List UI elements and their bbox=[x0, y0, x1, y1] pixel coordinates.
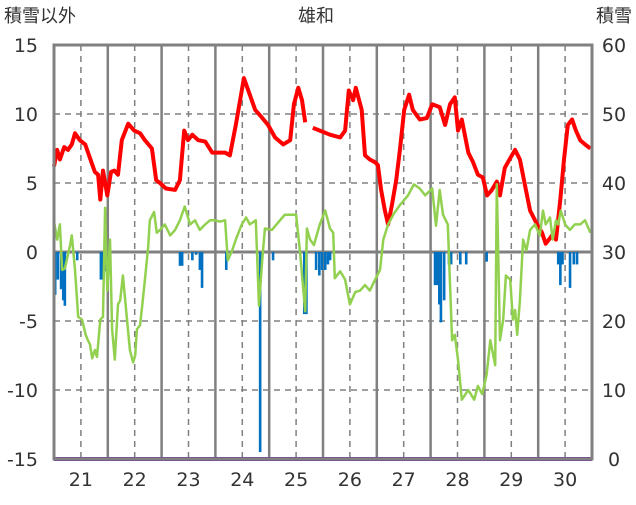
blue-bar bbox=[433, 252, 437, 286]
y-left-tick-label: 10 bbox=[14, 104, 38, 126]
y-right-tick-label: 10 bbox=[602, 380, 626, 402]
blue-bar bbox=[56, 252, 60, 280]
right-axis-label: 積雪 bbox=[596, 6, 632, 27]
blue-bar bbox=[449, 252, 453, 265]
chart-title: 雄和 bbox=[298, 6, 334, 27]
blue-bar bbox=[314, 252, 318, 270]
blue-bar bbox=[575, 252, 579, 265]
blue-bar bbox=[485, 252, 488, 262]
x-tick-label: 28 bbox=[445, 469, 469, 491]
y-left-tick-label: -10 bbox=[7, 380, 38, 402]
left-axis-label: 積雪以外 bbox=[4, 6, 76, 27]
y-left-tick-label: -5 bbox=[19, 311, 38, 333]
blue-bar bbox=[561, 252, 564, 265]
blue-bar bbox=[326, 252, 330, 265]
blue-bar bbox=[439, 252, 443, 323]
green-series-line bbox=[52, 183, 592, 401]
x-tick-label: 26 bbox=[338, 469, 362, 491]
x-tick-label: 24 bbox=[230, 469, 254, 491]
x-tick-label: 23 bbox=[176, 469, 200, 491]
blue-bar bbox=[198, 252, 202, 270]
blue-bar bbox=[75, 252, 79, 261]
y-right-tick-label: 40 bbox=[602, 173, 626, 195]
blue-bar bbox=[61, 252, 65, 301]
y-left-tick-label: 15 bbox=[14, 35, 38, 57]
y-right-tick-label: 50 bbox=[602, 104, 626, 126]
y-right-tick-label: 20 bbox=[602, 311, 626, 333]
x-tick-label: 29 bbox=[499, 469, 523, 491]
y-right-tick-label: 60 bbox=[602, 35, 626, 57]
blue-bar bbox=[572, 252, 576, 265]
blue-bar bbox=[191, 252, 194, 261]
y-right-tick-label: 30 bbox=[602, 242, 626, 264]
blue-bar bbox=[320, 252, 324, 270]
blue-bar bbox=[271, 252, 275, 261]
blue-bar bbox=[178, 252, 182, 266]
x-tick-label: 22 bbox=[123, 469, 147, 491]
y-left-tick-label: -15 bbox=[7, 449, 38, 471]
y-right-tick-label: 0 bbox=[608, 449, 620, 471]
blue-bar bbox=[559, 252, 562, 286]
blue-bar bbox=[258, 252, 262, 453]
blue-bar bbox=[224, 252, 228, 270]
blue-bar bbox=[180, 252, 184, 266]
blue-bar bbox=[556, 252, 560, 265]
blue-bar bbox=[318, 252, 321, 276]
x-tick-label: 21 bbox=[69, 469, 93, 491]
blue-bar bbox=[200, 252, 204, 288]
y-left-tick-label: 0 bbox=[26, 242, 38, 264]
blue-bar bbox=[63, 252, 67, 306]
blue-bar bbox=[323, 252, 327, 270]
blue-bar bbox=[435, 252, 439, 286]
blue-bar bbox=[568, 252, 572, 288]
x-tick-label: 27 bbox=[392, 469, 416, 491]
blue-bar bbox=[438, 252, 441, 305]
y-left-tick-label: 5 bbox=[26, 173, 38, 195]
x-tick-label: 25 bbox=[284, 469, 308, 491]
blue-bar bbox=[458, 252, 462, 265]
blue-bar bbox=[328, 252, 332, 261]
blue-bar bbox=[194, 252, 198, 255]
blue-bar bbox=[99, 252, 103, 280]
blue-bar bbox=[302, 252, 306, 315]
plot-frame bbox=[52, 43, 594, 461]
blue-bar bbox=[442, 252, 446, 301]
x-tick-label: 30 bbox=[553, 469, 577, 491]
blue-bar bbox=[464, 252, 468, 265]
